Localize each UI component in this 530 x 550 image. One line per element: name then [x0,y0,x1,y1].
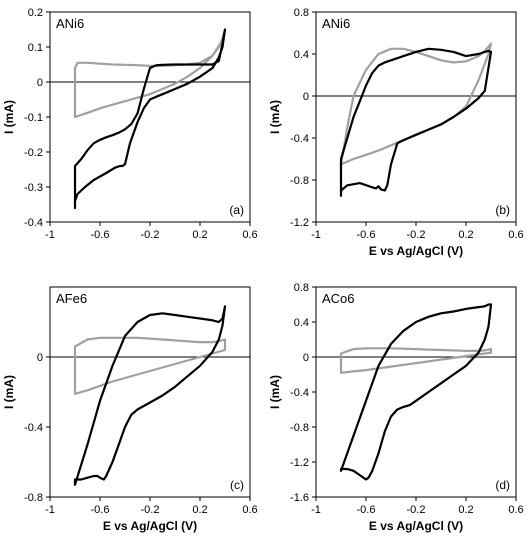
y-axis-title: I (mA) [268,100,282,134]
panel-label: AFe6 [56,291,87,306]
x-tick-label: -0.6 [91,229,110,241]
y-tick-label: 0.8 [294,7,309,19]
y-tick-label: -0.8 [24,492,43,504]
x-tick-label: -0.6 [357,504,376,516]
x-tick-label: 0.2 [458,504,473,516]
panel-label: ANi6 [322,16,350,31]
cv-curve-gray [341,348,491,373]
x-tick-label: 0.2 [192,229,207,241]
panel-b: -1 -0.6 -0.2 0.2 0.6 -1.2 -0.8 -0.4 0 0.4 0.8 E vs … [268,7,524,258]
y-tick-label: -0.3 [24,182,43,194]
x-tick-label: -0.2 [407,229,426,241]
x-tick-label: -0.2 [141,229,160,241]
plot-frame [316,12,516,222]
y-tick-label: -0.4 [24,422,43,434]
cv-curve-gray [75,30,225,118]
x-tick-label: -0.6 [357,229,376,241]
x-tick-label: 0.6 [242,229,257,241]
x-tick-label: -0.6 [91,504,110,516]
y-tick-label: -0.8 [290,175,309,187]
panel-tag: (b) [495,203,510,217]
y-tick-label: 0 [37,77,43,89]
panel-a: -1 -0.6 -0.2 0.2 0.6 -0.4 -0.3 -0.2 -0.1 0 0.1 0.2 I… [2,7,258,241]
y-axis-title: I (mA) [2,375,16,409]
y-tick-label: -1.2 [290,457,309,469]
plot-frame [316,287,516,497]
panel-tag: (c) [230,478,244,492]
x-tick-label: 0.2 [458,229,473,241]
y-tick-label: 0 [303,352,309,364]
x-tick-label: -1 [45,504,55,516]
panel-d: -1 -0.6 -0.2 0.2 0.6 -1.6 -1.2 -0.8 -0.4 0 0.4 0.8 E… [268,282,524,533]
x-tick-label: -1 [311,504,321,516]
x-tick-label: -0.2 [407,504,426,516]
y-tick-label: -0.1 [24,112,43,124]
panel-tag: (a) [229,203,244,217]
y-tick-label: -0.4 [290,133,309,145]
x-axis-title: E vs Ag/AgCl (V) [369,244,463,258]
x-tick-label: 0.6 [508,229,523,241]
cv-curve-black [75,306,225,484]
y-tick-label: 0.8 [294,282,309,294]
y-tick-label: 0.2 [28,7,43,19]
y-tick-label: 0.4 [294,49,309,61]
x-tick-label: 0.2 [192,504,207,516]
y-tick-label: -1.6 [290,492,309,504]
panel-c: -1 -0.6 -0.2 0.2 0.6 -0.8 -0.4 0 E vs Ag/AgCl (V… [2,287,258,533]
y-tick-label: 0.4 [294,317,309,329]
panel-label: ACo6 [322,291,355,306]
panel-label: ANi6 [56,16,84,31]
x-axis-title: E vs Ag/AgCl (V) [103,519,197,533]
y-tick-label: 0 [303,91,309,103]
x-tick-label: -0.2 [141,504,160,516]
y-tick-label: 0.1 [28,42,43,54]
y-axis-title: I (mA) [268,375,282,409]
x-axis-title: E vs Ag/AgCl (V) [369,519,463,533]
cv-curve-black [341,49,491,196]
x-tick-label: -1 [45,229,55,241]
cv-curve-black [341,305,491,480]
panel-tag: (d) [495,478,510,492]
y-tick-label: -0.4 [24,217,43,229]
y-tick-label: -0.2 [24,147,43,159]
y-tick-label: -1.2 [290,217,309,229]
cv-curve-gray [75,338,225,394]
x-tick-label: 0.6 [242,504,257,516]
y-axis-title: I (mA) [2,100,16,134]
y-tick-label: 0 [37,352,43,364]
y-tick-label: -0.4 [290,387,309,399]
cv-curve-gray [341,44,491,165]
x-tick-label: -1 [311,229,321,241]
y-tick-label: -0.8 [290,422,309,434]
x-tick-label: 0.6 [508,504,523,516]
cv-curve-black [75,30,225,209]
